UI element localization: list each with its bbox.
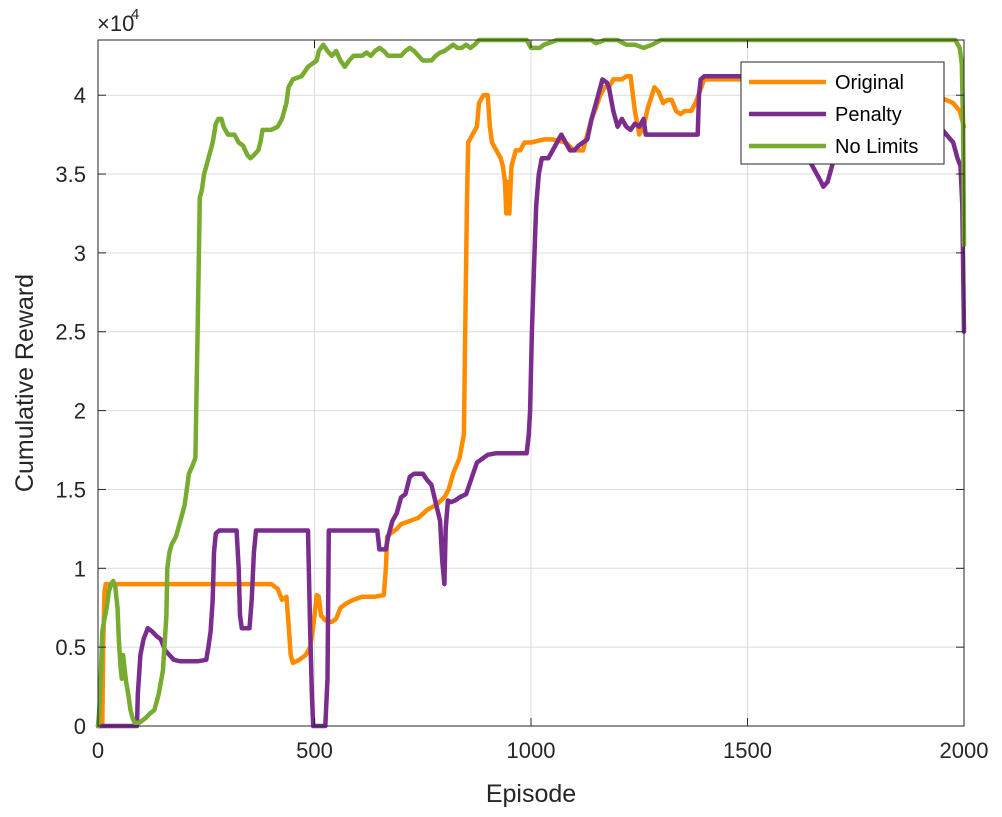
y-tick-label: 0 [74,714,86,739]
legend-label-penalty: Penalty [835,104,902,126]
x-axis-ticks: 0 500 1000 1500 2000 [92,40,989,763]
y-tick-label: 1 [74,556,86,581]
y-tick-label: 1.5 [55,477,86,502]
series-line-penalty [95,74,967,729]
y-exponent-power: 4 [131,6,139,23]
y-exponent-base: ×10 [97,11,134,36]
x-axis-label: Episode [486,780,576,808]
y-tick-label: 2.5 [55,320,86,345]
y-tick-label: 2 [74,399,86,424]
y-tick-label: 4 [74,83,86,108]
y-axis-ticks: 0 0.5 1 1.5 2 2.5 3 3.5 4 [55,83,964,739]
legend-label-original: Original [835,72,904,94]
y-tick-label: 3.5 [55,162,86,187]
legend-label-no-limits: No Limits [835,136,918,158]
legend: Original Penalty No Limits [740,61,945,165]
y-tick-label: 0.5 [55,635,86,660]
x-tick-label: 500 [296,738,333,763]
legend-entries: Original Penalty No Limits [749,72,918,158]
y-tick-label: 3 [74,241,86,266]
y-axis-label: Cumulative Reward [11,274,39,492]
x-tick-label: 1000 [507,738,556,763]
x-tick-label: 2000 [940,738,989,763]
x-tick-label: 0 [92,738,104,763]
x-tick-label: 1500 [723,738,772,763]
